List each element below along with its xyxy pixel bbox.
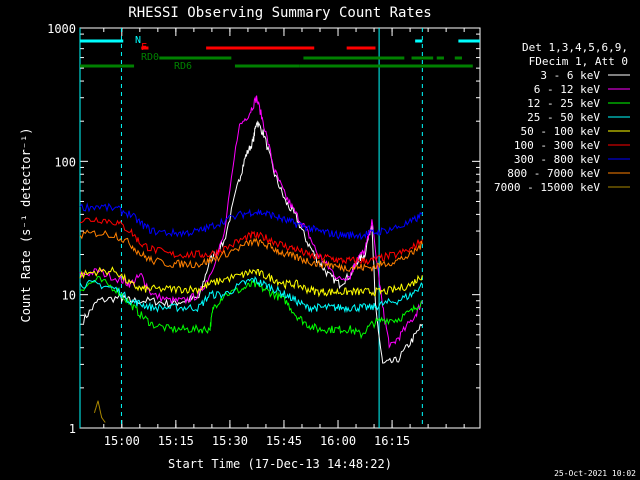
flag-label-f: F bbox=[141, 42, 147, 53]
x-tick-label: 15:15 bbox=[158, 434, 194, 448]
legend-label: 800 - 7000 keV bbox=[507, 167, 600, 180]
chart-title: RHESSI Observing Summary Count Rates bbox=[128, 5, 431, 21]
x-axis-label: Start Time (17-Dec-13 14:48:22) bbox=[168, 457, 392, 471]
date-stamp: 25-Oct-2021 10:02 bbox=[554, 469, 636, 478]
series-line-800-7000-kev bbox=[79, 229, 423, 273]
x-tick-label: 16:15 bbox=[374, 434, 410, 448]
x-tick-label: 15:30 bbox=[212, 434, 248, 448]
y-axis-label: Count Rate (s⁻¹ detector⁻¹) bbox=[19, 127, 33, 322]
flag-label-rd0: RD0 bbox=[141, 52, 159, 63]
y-tick-label: 1 bbox=[69, 422, 76, 436]
series-line-100-300-kev bbox=[79, 216, 423, 266]
x-tick-label: 15:45 bbox=[266, 434, 302, 448]
series-line-50-100-kev bbox=[79, 266, 423, 298]
series-line-6-12-kev bbox=[79, 95, 423, 349]
y-tick-label: 100 bbox=[54, 155, 76, 169]
legend-label: 12 - 25 keV bbox=[527, 97, 600, 110]
series-line-3-6-kev bbox=[83, 120, 423, 364]
legend-label: 3 - 6 keV bbox=[540, 69, 600, 82]
plot-frame bbox=[79, 27, 481, 429]
y-tick-label: 10 bbox=[62, 289, 76, 303]
series-line-7000-15000-kev bbox=[93, 400, 106, 423]
plot-area: 1 10 100 1000 15:00 15:15 15:30 15:45 16:00 16:15… bbox=[47, 22, 630, 448]
legend-label: 300 - 800 keV bbox=[514, 153, 600, 166]
series-line-300-800-kev bbox=[79, 202, 423, 241]
legend-header-line1: Det 1,3,4,5,6,9, bbox=[522, 41, 628, 54]
x-tick-label: 16:00 bbox=[320, 434, 356, 448]
legend-header-line2: FDecim 1, Att 0 bbox=[529, 55, 628, 68]
legend-label: 7000 - 15000 keV bbox=[494, 181, 600, 194]
flag-label-rd6: RD6 bbox=[174, 61, 192, 72]
y-tick-label: 1000 bbox=[47, 22, 76, 36]
flag-label-n: N bbox=[135, 35, 141, 46]
series-line-25-50-kev bbox=[79, 275, 423, 314]
legend-label: 25 - 50 keV bbox=[527, 111, 600, 124]
x-tick-label: 15:00 bbox=[104, 434, 140, 448]
legend-label: 100 - 300 keV bbox=[514, 139, 600, 152]
legend-label: 6 - 12 keV bbox=[534, 83, 601, 96]
series-line-12-25-kev bbox=[79, 275, 423, 340]
legend-label: 50 - 100 keV bbox=[521, 125, 601, 138]
